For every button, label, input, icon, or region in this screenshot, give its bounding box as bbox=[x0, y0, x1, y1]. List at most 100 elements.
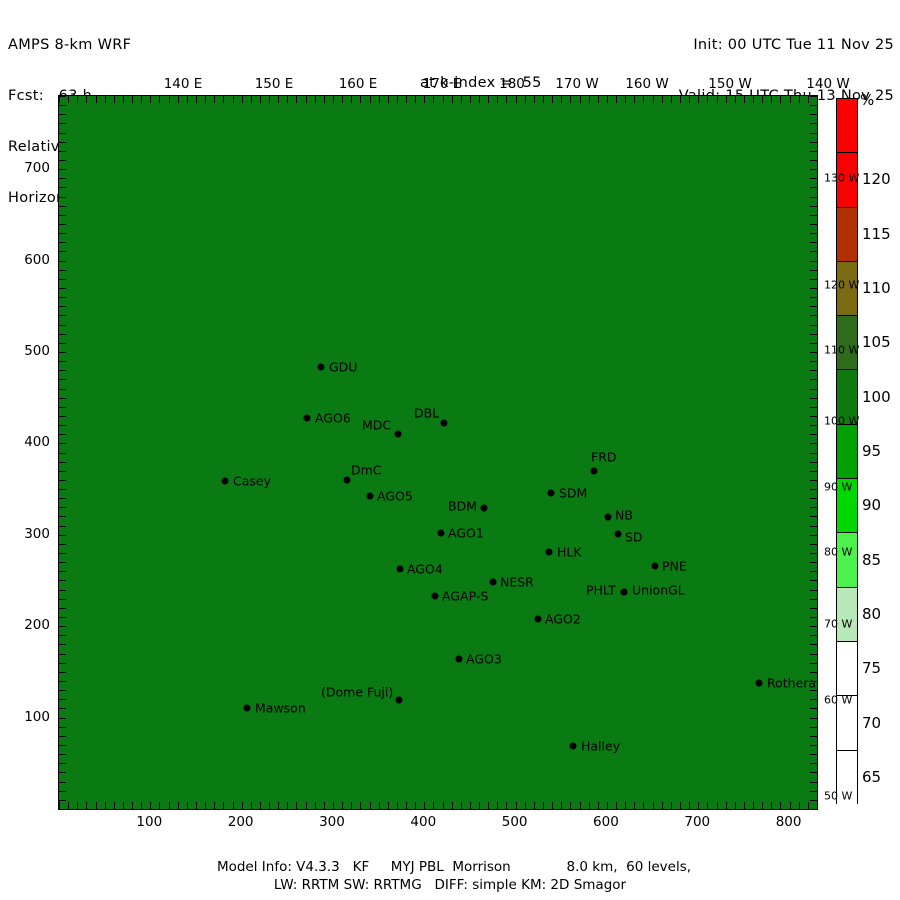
station-dot bbox=[243, 704, 251, 712]
tick-left bbox=[59, 470, 66, 472]
tick-top bbox=[789, 96, 791, 103]
tick-bottom bbox=[579, 802, 581, 809]
tick-top bbox=[205, 96, 207, 103]
tick-bottom bbox=[214, 802, 216, 809]
tick-top bbox=[296, 96, 298, 103]
model-title: AMPS 8-km WRF bbox=[8, 37, 132, 53]
tick-bottom bbox=[113, 802, 115, 809]
station-dot bbox=[545, 548, 553, 556]
tick-top bbox=[451, 96, 453, 103]
tick-left bbox=[59, 671, 66, 673]
tick-left bbox=[59, 297, 66, 299]
colorbar-cell bbox=[837, 153, 857, 208]
tick-left bbox=[59, 150, 66, 152]
tick-right bbox=[810, 717, 817, 719]
tick-left bbox=[59, 223, 66, 225]
station-label: DmC bbox=[351, 462, 382, 478]
tick-right bbox=[810, 123, 817, 125]
tick-bottom bbox=[59, 802, 60, 809]
tick-top bbox=[342, 96, 344, 103]
colorbar-cell bbox=[837, 587, 857, 642]
station-label: Halley bbox=[581, 738, 621, 754]
map-plot-area[interactable]: GDU AGO6 MDC DBL Casey DmC AGO5 BDM AGO1 AGO4 AGAP… bbox=[58, 95, 818, 810]
tick-top bbox=[680, 96, 681, 103]
tick-left bbox=[59, 580, 66, 582]
colorbar[interactable] bbox=[836, 98, 858, 805]
tick-top bbox=[661, 96, 663, 103]
tick-bottom bbox=[533, 802, 535, 809]
tick-right bbox=[810, 178, 817, 180]
longitude-label: 150 W bbox=[708, 76, 752, 92]
tick-top bbox=[424, 96, 426, 103]
tick-top bbox=[689, 96, 691, 103]
station-label: MDC bbox=[362, 417, 392, 433]
tick-top bbox=[670, 96, 672, 103]
tick-right bbox=[810, 169, 817, 171]
tick-bottom bbox=[287, 802, 289, 809]
tick-right bbox=[810, 662, 817, 664]
tick-left bbox=[59, 553, 66, 555]
tick-left bbox=[59, 196, 66, 198]
tick-bottom bbox=[232, 802, 234, 809]
colorbar-tick-label: 95 bbox=[862, 442, 882, 460]
tick-right bbox=[810, 626, 817, 628]
tick-top bbox=[396, 96, 398, 103]
tick-top bbox=[159, 96, 161, 103]
tick-bottom bbox=[597, 802, 599, 809]
y-axis-tick-label: 400 bbox=[24, 434, 50, 451]
tick-right bbox=[810, 315, 817, 317]
tick-bottom bbox=[588, 802, 590, 809]
tick-top bbox=[332, 96, 334, 103]
tick-right bbox=[810, 763, 817, 765]
footer-physics-info: LW: RRTM SW: RRTMG DIFF: simple KM: 2D S… bbox=[273, 877, 627, 893]
tick-bottom bbox=[150, 802, 152, 809]
station-dot bbox=[614, 530, 622, 538]
tick-left bbox=[59, 543, 66, 545]
station-dot bbox=[489, 578, 497, 586]
y-axis-tick-label: 600 bbox=[24, 251, 50, 268]
tick-top bbox=[314, 96, 316, 103]
tick-top bbox=[269, 96, 271, 103]
tick-bottom bbox=[716, 802, 718, 809]
tick-right bbox=[810, 598, 817, 600]
tick-left bbox=[59, 662, 66, 664]
tick-top bbox=[807, 96, 809, 103]
tick-left bbox=[59, 324, 66, 326]
tick-top bbox=[588, 96, 590, 103]
station-dot bbox=[651, 562, 659, 570]
tick-left bbox=[59, 745, 66, 746]
map-edge-longitude-label: 120 W bbox=[824, 278, 860, 292]
tick-top bbox=[369, 96, 371, 103]
tick-top bbox=[59, 96, 60, 103]
tick-left bbox=[59, 516, 66, 518]
station-label: NESR bbox=[500, 574, 534, 590]
tick-top bbox=[241, 96, 243, 103]
tick-right bbox=[810, 351, 817, 353]
tick-right bbox=[810, 287, 817, 289]
tick-left bbox=[59, 159, 66, 161]
tick-right bbox=[810, 406, 817, 408]
tick-right bbox=[810, 562, 817, 564]
tick-top bbox=[753, 96, 755, 103]
tick-bottom bbox=[177, 802, 179, 809]
tick-left bbox=[59, 333, 66, 335]
tick-bottom bbox=[524, 802, 526, 809]
tick-top bbox=[543, 96, 545, 103]
longitude-label: 140 E bbox=[163, 76, 203, 92]
tick-bottom bbox=[305, 802, 307, 809]
station-dot bbox=[394, 430, 402, 438]
init-time: Init: 00 UTC Tue 11 Nov 25 bbox=[693, 37, 894, 53]
tick-bottom bbox=[670, 802, 672, 809]
y-axis-tick-label: 500 bbox=[24, 342, 50, 359]
tick-bottom bbox=[396, 802, 398, 809]
tick-right bbox=[810, 690, 817, 692]
station-dot bbox=[317, 363, 325, 371]
tick-right bbox=[810, 425, 817, 427]
tick-bottom bbox=[442, 802, 444, 809]
tick-top bbox=[725, 96, 727, 103]
tick-left bbox=[59, 781, 66, 783]
tick-bottom bbox=[753, 802, 755, 809]
station-dot bbox=[431, 592, 439, 600]
tick-right bbox=[810, 388, 817, 390]
tick-left bbox=[59, 763, 66, 765]
